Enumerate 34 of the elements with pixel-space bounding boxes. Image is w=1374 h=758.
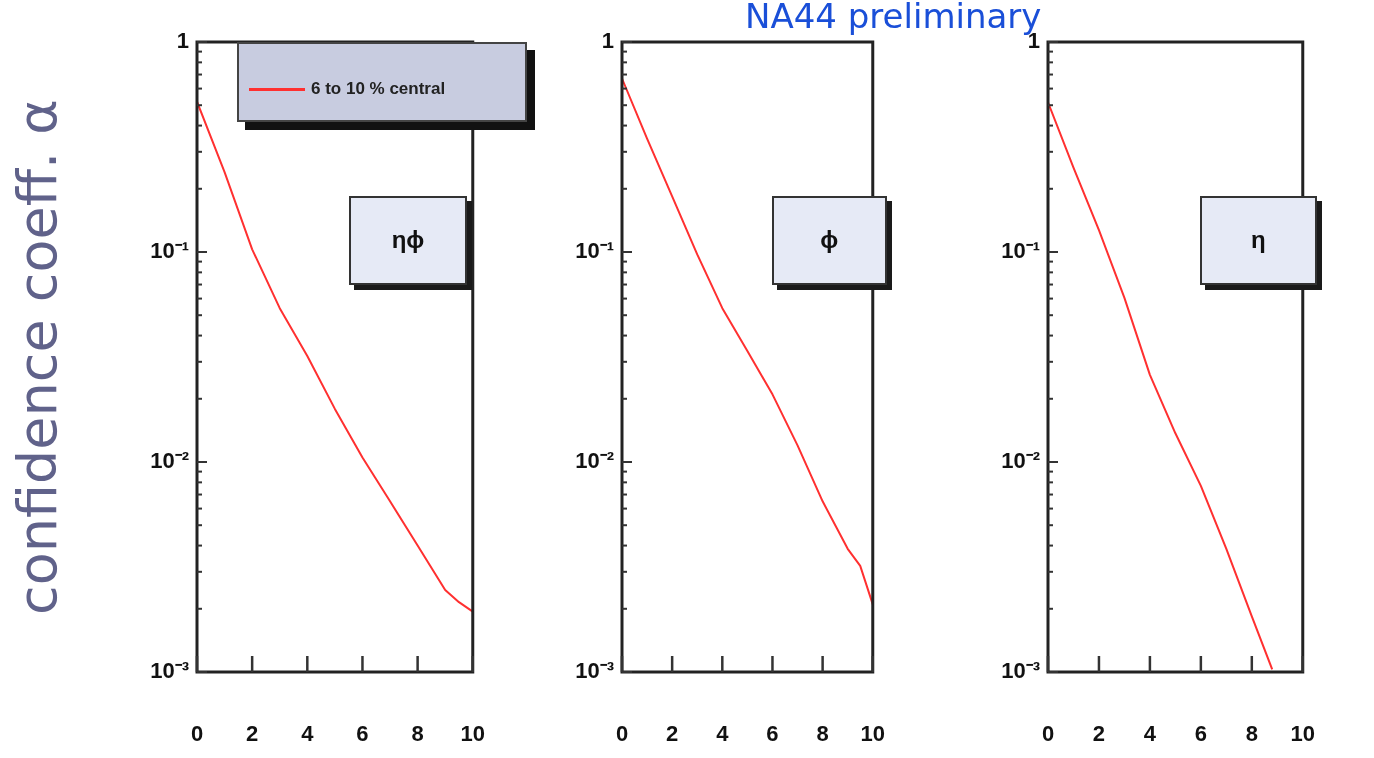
y-tick-label: 10⁻² xyxy=(150,448,189,474)
y-tick-label: 10⁻¹ xyxy=(575,238,614,264)
y-tick-label: 1 xyxy=(176,28,189,54)
y-tick-label: 10⁻³ xyxy=(575,658,614,684)
x-tick-label: 0 xyxy=(1041,721,1055,747)
x-tick-label: 8 xyxy=(411,721,424,747)
y-tick-label: 10⁻² xyxy=(1001,448,1040,474)
x-tick-label: 2 xyxy=(1092,721,1106,747)
x-tick-label: 4 xyxy=(1143,721,1157,747)
legend-label: 6 to 10 % central xyxy=(311,79,446,99)
y-tick-label: 10⁻¹ xyxy=(1001,238,1040,264)
x-tick-label: 8 xyxy=(816,721,829,747)
x-tick-label: 6 xyxy=(356,721,369,747)
x-tick-label: 6 xyxy=(766,721,779,747)
x-tick-label: 2 xyxy=(666,721,679,747)
annotation: ϕ xyxy=(820,226,839,255)
x-tick-label: 4 xyxy=(716,721,730,747)
x-tick-label: 6 xyxy=(1194,721,1207,747)
annotation: η xyxy=(1250,226,1266,255)
y-tick-label: 10⁻³ xyxy=(1001,658,1040,684)
x-tick-label: 10 xyxy=(860,721,886,747)
x-tick-label: 10 xyxy=(1290,721,1316,747)
x-tick-label: 2 xyxy=(246,721,259,747)
x-tick-label: 0 xyxy=(190,721,204,747)
x-tick-label: 8 xyxy=(1245,721,1258,747)
y-tick-label: 1 xyxy=(601,28,614,54)
x-tick-label: 4 xyxy=(301,721,315,747)
annotation: ηϕ xyxy=(391,226,425,255)
y-axis-title: confidence coeff. α xyxy=(6,99,70,615)
x-tick-label: 10 xyxy=(460,721,486,747)
y-tick-label: 10⁻³ xyxy=(150,658,189,684)
x-tick-label: 0 xyxy=(615,721,629,747)
y-tick-label: 10⁻¹ xyxy=(150,238,189,264)
y-tick-label: 10⁻² xyxy=(575,448,614,474)
